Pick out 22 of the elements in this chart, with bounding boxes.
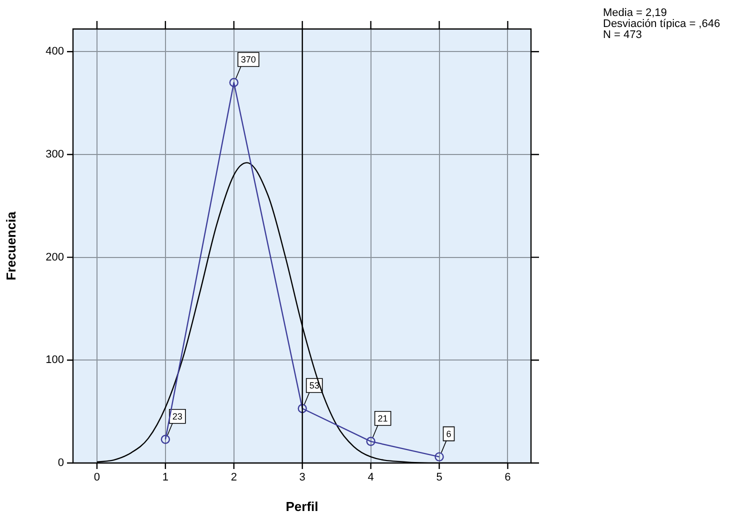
y-tick-label: 300 bbox=[46, 148, 64, 160]
x-tick-label: 0 bbox=[94, 472, 100, 484]
x-tick-label: 1 bbox=[162, 472, 168, 484]
text: N = 473 bbox=[603, 29, 643, 41]
x-tick-label: 6 bbox=[504, 472, 511, 484]
x-tick-label: 4 bbox=[368, 472, 374, 484]
data-label: 6 bbox=[446, 428, 452, 439]
x-tick-label: 3 bbox=[299, 472, 306, 484]
data-label: 53 bbox=[309, 380, 320, 390]
y-axis-title: Frecuencia bbox=[3, 210, 18, 280]
data-label: 21 bbox=[378, 413, 388, 424]
data-label: 370 bbox=[240, 54, 256, 64]
text: Desviación típica = ,646 bbox=[603, 18, 720, 30]
data-label: 23 bbox=[172, 411, 182, 422]
x-axis-title: Perfil bbox=[286, 498, 318, 514]
x-tick-label: 2 bbox=[230, 472, 237, 484]
y-tick-label: 100 bbox=[46, 354, 64, 366]
y-tick-label: 0 bbox=[58, 457, 64, 470]
x-tick-label: 5 bbox=[436, 472, 442, 484]
y-tick-label: 400 bbox=[46, 46, 64, 58]
text: Media = 2,19 bbox=[603, 7, 667, 19]
y-tick-label: 200 bbox=[46, 251, 64, 264]
